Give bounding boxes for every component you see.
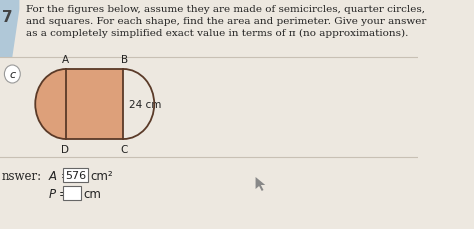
Text: cm²: cm² (91, 169, 113, 182)
Bar (64, 186, 81, 200)
Text: as a completely simplified exact value in terms of π (no approximations).: as a completely simplified exact value i… (27, 29, 409, 38)
Text: For the figures below, assume they are made of semicircles, quarter circles,: For the figures below, assume they are m… (27, 5, 426, 14)
Text: c: c (9, 70, 15, 80)
Text: $P$ =: $P$ = (48, 187, 70, 200)
Text: $A$ =: $A$ = (48, 169, 72, 182)
Polygon shape (255, 177, 265, 191)
Polygon shape (123, 70, 154, 139)
Polygon shape (35, 70, 66, 139)
Text: nswer:: nswer: (2, 169, 42, 182)
Text: and squares. For each shape, find the area and perimeter. Give your answer: and squares. For each shape, find the ar… (27, 17, 427, 26)
Text: C: C (120, 144, 128, 154)
Text: 7: 7 (2, 10, 12, 25)
Circle shape (4, 66, 20, 84)
Text: 576: 576 (65, 170, 86, 180)
Polygon shape (0, 0, 19, 58)
Bar (64, 168, 88, 182)
Text: cm: cm (84, 187, 101, 200)
Bar (66, 70, 123, 139)
Text: A: A (62, 55, 69, 65)
Text: 24 cm: 24 cm (128, 100, 161, 109)
Text: B: B (121, 55, 128, 65)
Text: D: D (61, 144, 69, 154)
